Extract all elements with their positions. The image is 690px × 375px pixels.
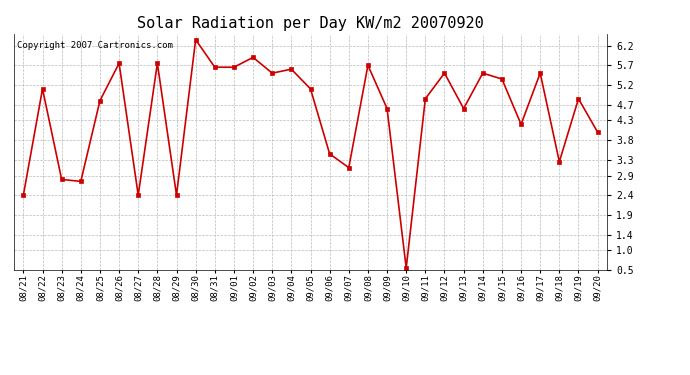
Text: Copyright 2007 Cartronics.com: Copyright 2007 Cartronics.com [17,41,172,50]
Title: Solar Radiation per Day KW/m2 20070920: Solar Radiation per Day KW/m2 20070920 [137,16,484,31]
